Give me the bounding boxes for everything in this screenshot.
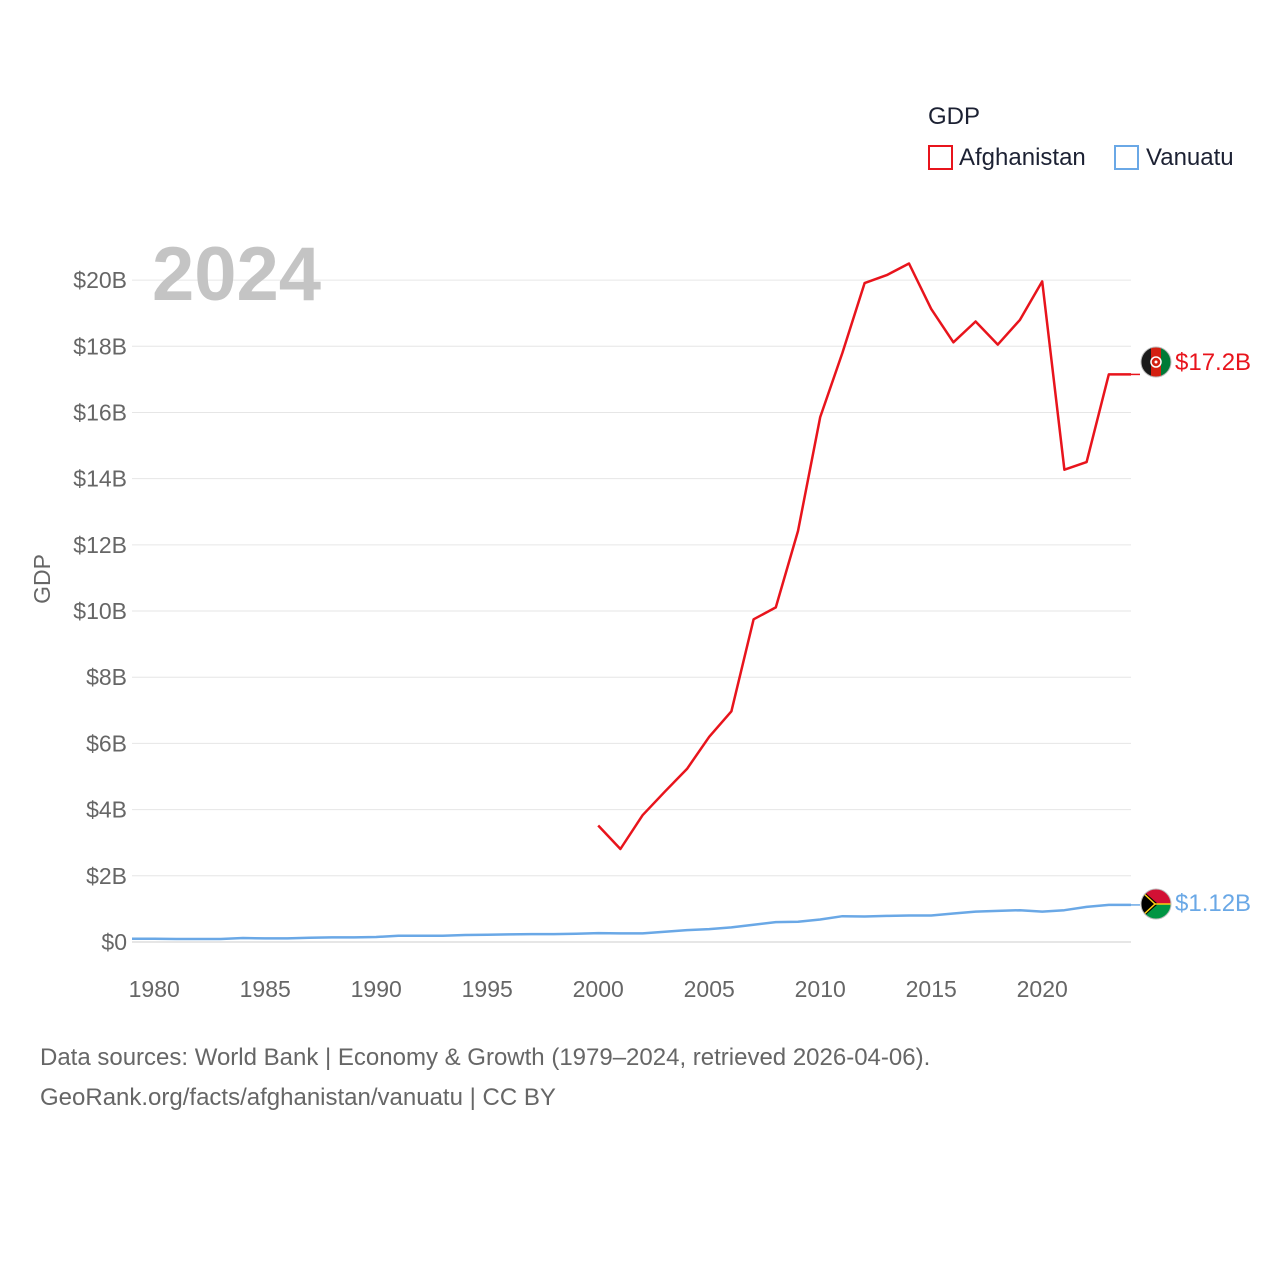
legend-title: GDP	[928, 103, 980, 130]
x-tick-label: 2015	[906, 976, 957, 1002]
y-tick-label: $18B	[73, 333, 127, 359]
y-axis-ticks: $0 $2B $4B $6B $8B $10B $12B $14B $16B $18B $20B	[73, 267, 127, 955]
vanuatu-flag-icon	[1141, 889, 1171, 919]
x-tick-label: 1980	[129, 976, 180, 1002]
afghanistan-flag-border	[1140, 346, 1172, 378]
end-label-afghanistan: $17.2B	[1175, 349, 1251, 376]
y-tick-label: $14B	[73, 466, 127, 492]
series-line-vanuatu[interactable]	[132, 903, 1131, 941]
legend-swatch-afghanistan[interactable]	[928, 145, 953, 170]
series-line-afghanistan[interactable]	[597, 262, 1131, 851]
y-tick-label: $8B	[86, 664, 127, 690]
y-tick-label: $12B	[73, 532, 127, 558]
y-tick-label: $6B	[86, 730, 127, 756]
x-tick-label: 1990	[351, 976, 402, 1002]
vanuatu-flag-border	[1140, 888, 1172, 920]
y-axis-label: GDP	[29, 554, 55, 604]
y-tick-label: $20B	[73, 267, 127, 293]
x-tick-label: 1995	[462, 976, 513, 1002]
y-tick-label: $10B	[73, 598, 127, 624]
afghanistan-flag-icon	[1141, 347, 1171, 377]
y-tick-label: $16B	[73, 399, 127, 425]
year-watermark: 2024	[152, 232, 321, 317]
footer-sources: Data sources: World Bank | Economy & Gro…	[40, 1044, 931, 1071]
x-axis-ticks: 1980 1985 1990 1995 2000 2005 2010 2015 2020	[129, 976, 1068, 1002]
x-tick-label: 2020	[1017, 976, 1068, 1002]
y-tick-label: $4B	[86, 797, 127, 823]
y-tick-label: $2B	[86, 863, 127, 889]
x-tick-label: 2005	[684, 976, 735, 1002]
legend-label-vanuatu[interactable]: Vanuatu	[1146, 144, 1234, 171]
x-tick-label: 2000	[573, 976, 624, 1002]
x-tick-label: 1985	[240, 976, 291, 1002]
grid-lines	[132, 279, 1131, 877]
y-tick-label: $0	[101, 929, 127, 955]
end-label-vanuatu: $1.12B	[1175, 890, 1251, 917]
legend-label-afghanistan[interactable]: Afghanistan	[959, 144, 1086, 171]
legend-swatch-vanuatu[interactable]	[1114, 145, 1139, 170]
footer-attribution[interactable]: GeoRank.org/facts/afghanistan/vanuatu | …	[40, 1084, 556, 1111]
x-tick-label: 2010	[795, 976, 846, 1002]
